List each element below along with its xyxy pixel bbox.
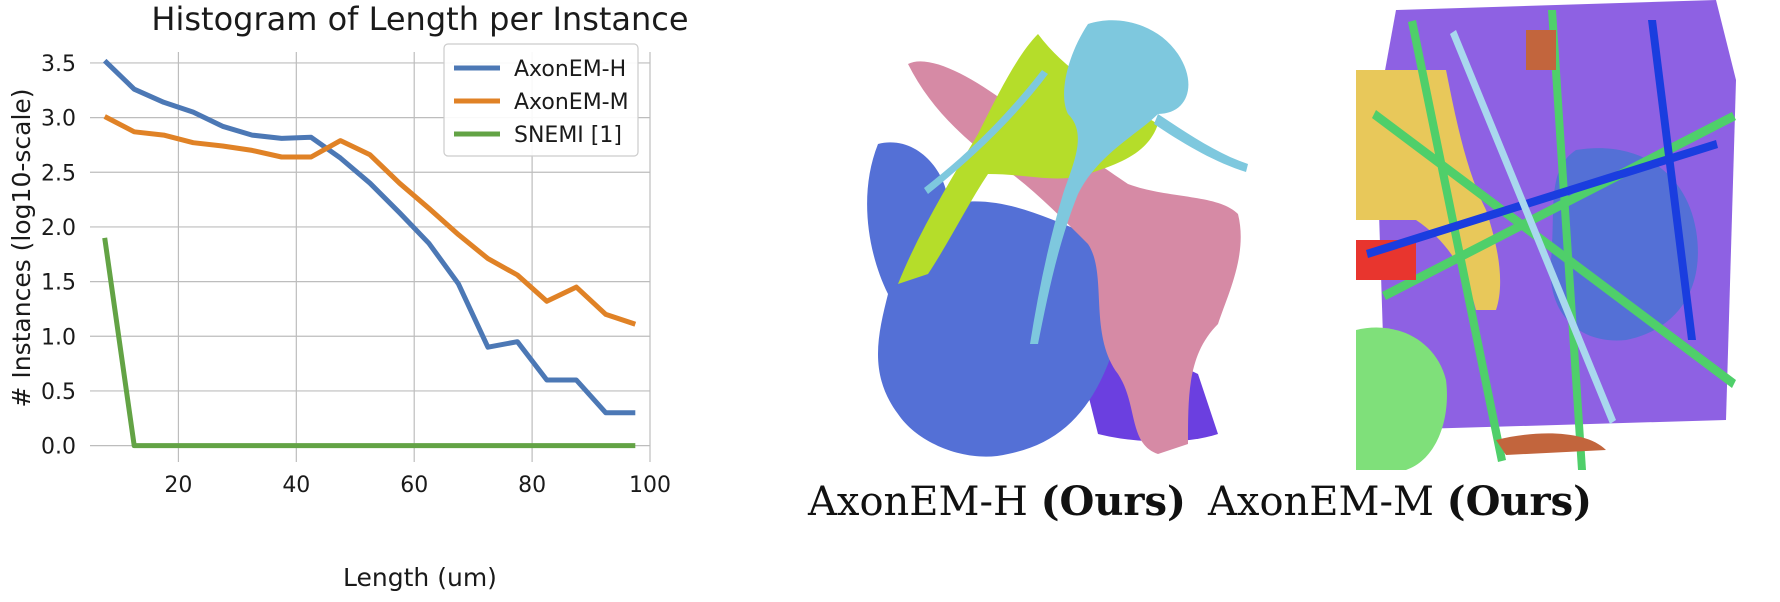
- x-tick-label: 20: [164, 473, 192, 498]
- legend-box: [443, 43, 639, 157]
- series-line-snemi-1: [102, 237, 636, 449]
- axonem-h-caption-ours: (Ours): [1040, 478, 1186, 525]
- length-histogram-chart: Histogram of Length per Instance 0.0 0.5 1…: [7, 0, 689, 592]
- green-branches: [1372, 10, 1736, 470]
- x-tick-label: 60: [400, 473, 428, 498]
- cyan-segment: [924, 20, 1248, 344]
- axonem-h-render-image: [867, 20, 1248, 457]
- pink-segment: [908, 61, 1241, 454]
- axonem-h-caption: AxonEM-H (Ours): [808, 478, 1186, 525]
- x-axis-label: Length (um): [343, 563, 497, 592]
- series-lines: [102, 58, 637, 449]
- axonem-m-caption: AxonEM-M (Ours): [1208, 478, 1592, 525]
- y-tick-label: 3.0: [41, 107, 76, 132]
- y-axis-label: # Instances (log10-scale): [7, 88, 36, 407]
- y-tick-label: 1.5: [41, 271, 76, 296]
- x-tick-label: 100: [629, 473, 671, 498]
- x-tick-label: 80: [518, 473, 546, 498]
- legend-label: AxonEM-H: [514, 57, 626, 82]
- y-tick-label: 2.5: [41, 161, 76, 186]
- axonem-h-caption-name: AxonEM-H: [808, 479, 1041, 525]
- chart-title: Histogram of Length per Instance: [151, 0, 688, 38]
- legend-label: SNEMI [1]: [514, 123, 622, 148]
- axonem-m-render-image: [1356, 0, 1736, 470]
- light-cyan-branches: [1450, 30, 1616, 424]
- y-tick-label: 0.0: [41, 435, 76, 460]
- legend-label: AxonEM-M: [514, 90, 629, 115]
- y-tick-label: 3.5: [41, 52, 76, 77]
- y-tick-label: 0.5: [41, 380, 76, 405]
- axes: 0.0 0.5 1.0 1.5 2.0 2.5 3.0 3.5 20 40 60 80 100: [41, 52, 671, 498]
- x-tick-label: 40: [282, 473, 310, 498]
- light-green-segment: [1356, 327, 1447, 470]
- legend: AxonEM-H AxonEM-M SNEMI [1]: [443, 43, 639, 157]
- axonem-m-caption-ours: (Ours): [1446, 478, 1593, 525]
- y-tick-label: 2.0: [41, 216, 76, 241]
- y-tick-label: 1.0: [41, 325, 76, 350]
- axonem-m-caption-name: AxonEM-M: [1208, 479, 1447, 525]
